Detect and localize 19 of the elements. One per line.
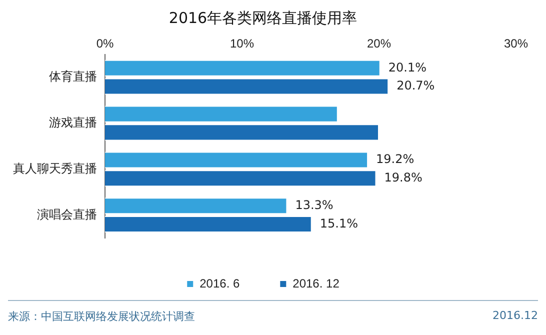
data-label: 19.2% — [376, 152, 414, 166]
y-tick-label: 游戏直播 — [49, 116, 97, 130]
y-tick-label: 真人聊天秀直播 — [13, 161, 97, 176]
text: 2016.12 — [492, 309, 538, 324]
data-label: 15.1% — [320, 216, 358, 230]
x-tick-label: 20% — [366, 36, 392, 51]
y-tick-label: 演唱会直播 — [37, 207, 97, 222]
data-label: 20.7% — [396, 78, 435, 93]
data-label: 19.8% — [384, 170, 422, 184]
legend-label: 2016. 6 — [200, 276, 240, 290]
data-label: 20.1% — [388, 60, 426, 74]
data-label: 13.3% — [295, 198, 334, 212]
chart-title: 2016年各类网络直播使用率 — [168, 8, 358, 27]
x-tick-label: 30% — [504, 36, 528, 51]
y-tick-label: 体育直播 — [49, 70, 97, 84]
x-tick-label: 10% — [230, 36, 254, 51]
source-note: 来源：中国互联网络发展状况统计调查 — [8, 309, 195, 324]
x-tick-label: 0% — [96, 36, 114, 51]
legend-label: 2016. 12 — [292, 276, 340, 290]
